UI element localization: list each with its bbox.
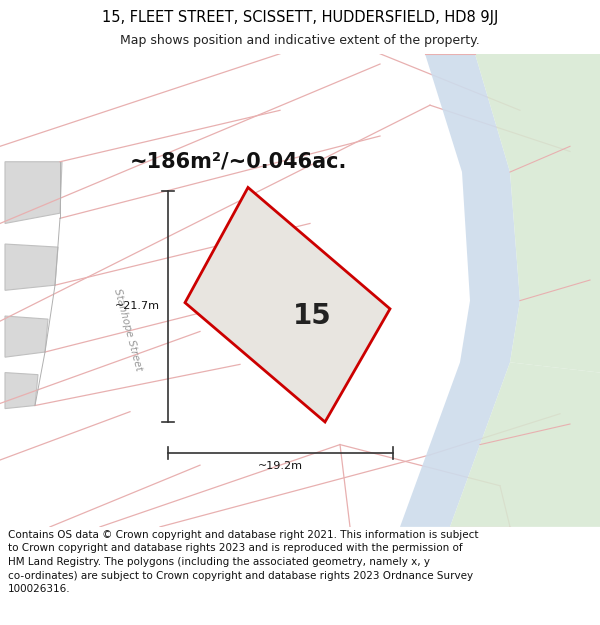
Polygon shape: [5, 316, 48, 357]
Polygon shape: [475, 54, 600, 372]
Text: 15: 15: [293, 301, 331, 329]
Text: ~19.2m: ~19.2m: [258, 461, 303, 471]
Polygon shape: [450, 362, 600, 527]
Text: Stanhope Street: Stanhope Street: [112, 287, 144, 372]
Polygon shape: [5, 244, 58, 290]
Polygon shape: [400, 54, 520, 527]
Text: ~186m²/~0.046ac.: ~186m²/~0.046ac.: [130, 152, 347, 172]
Text: Map shows position and indicative extent of the property.: Map shows position and indicative extent…: [120, 34, 480, 48]
Text: Contains OS data © Crown copyright and database right 2021. This information is : Contains OS data © Crown copyright and d…: [8, 530, 478, 594]
Polygon shape: [5, 162, 62, 224]
Polygon shape: [185, 188, 390, 422]
Text: ~21.7m: ~21.7m: [115, 301, 160, 311]
Text: 15, FLEET STREET, SCISSETT, HUDDERSFIELD, HD8 9JJ: 15, FLEET STREET, SCISSETT, HUDDERSFIELD…: [102, 10, 498, 25]
Polygon shape: [5, 372, 38, 409]
